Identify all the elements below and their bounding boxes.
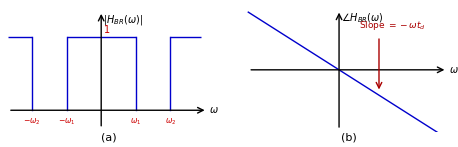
Text: $\omega_1$: $\omega_1$ [130, 116, 142, 127]
Text: 1: 1 [104, 25, 110, 35]
Text: $|H_{BR}(\omega)|$: $|H_{BR}(\omega)|$ [103, 13, 143, 27]
Text: $\omega_2$: $\omega_2$ [164, 116, 176, 127]
Text: $\omega$: $\omega$ [449, 65, 458, 75]
Text: (a): (a) [101, 132, 117, 142]
Text: $\angle H_{BR}(\omega)$: $\angle H_{BR}(\omega)$ [341, 11, 383, 25]
Text: $-\omega_2$: $-\omega_2$ [23, 116, 41, 127]
Text: (b): (b) [341, 132, 357, 142]
Text: $-\omega_1$: $-\omega_1$ [58, 116, 76, 127]
Text: Slope $= -\omega t_d$: Slope $= -\omega t_d$ [359, 19, 426, 32]
Text: $\omega$: $\omega$ [209, 105, 218, 115]
